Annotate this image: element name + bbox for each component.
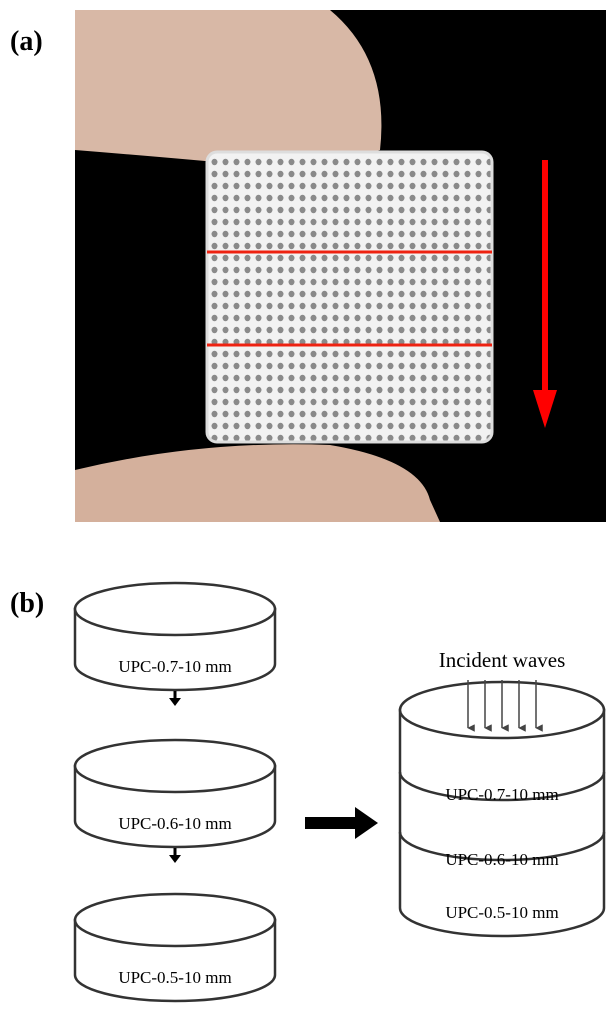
step-arrow-head	[169, 855, 181, 863]
cylinders: UPC-0.7-10 mm UPC-0.6-10 mm UPC-0.5-10 mm	[75, 583, 275, 1001]
cylinder-label: UPC-0.5-10 mm	[118, 968, 231, 987]
cylinder-top	[75, 583, 275, 635]
panel-label: (b)	[10, 588, 44, 619]
layer-label: UPC-0.7-10 mm	[445, 785, 558, 804]
cylinder-top	[75, 740, 275, 792]
photo	[75, 10, 606, 522]
stack: Incident waves UPC-0.7-10 mm UPC-0.6-10 m…	[400, 648, 604, 936]
cylinder-label: UPC-0.7-10 mm	[118, 657, 231, 676]
cylinder-label: UPC-0.6-10 mm	[118, 814, 231, 833]
cylinder-top	[75, 894, 275, 946]
main-arrow	[305, 807, 378, 839]
layer-label: UPC-0.6-10 mm	[445, 850, 558, 869]
step-arrow-head	[169, 698, 181, 706]
layer-label: UPC-0.5-10 mm	[445, 903, 558, 922]
stack-title: Incident waves	[439, 648, 566, 672]
panel-label: (a)	[10, 26, 43, 57]
figure: (a) (b) UPC-0.7-10 mmUPC-0.6-10 mmUPC-0.…	[0, 0, 606, 1029]
